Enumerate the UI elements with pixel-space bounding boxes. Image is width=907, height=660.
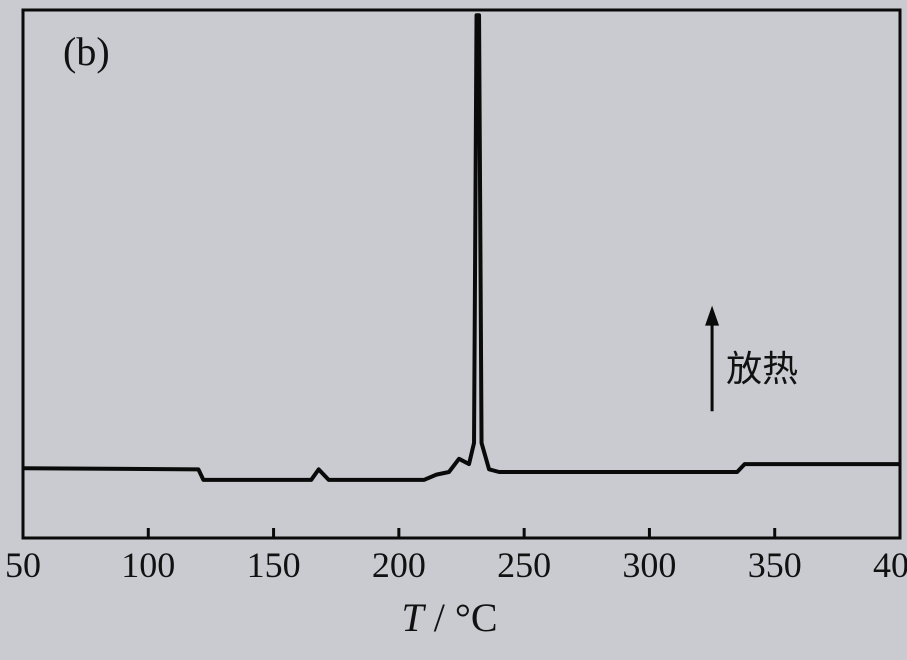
panel-label: (b) [63,28,110,75]
x-axis-unit: / °C [424,595,498,640]
x-tick-label: 50 [5,544,41,586]
x-tick-label: 200 [372,544,426,586]
x-tick-label: 300 [622,544,676,586]
x-axis-var: T [402,595,424,640]
dsc-chart: (b) T / °C 放热 50 100 150 200 250 300 350 400 [0,0,907,660]
x-tick-label: 150 [247,544,301,586]
x-tick-label: 350 [748,544,802,586]
x-tick-label: 250 [497,544,551,586]
x-tick-label: 400 [873,544,907,586]
x-axis-label: T / °C [402,594,498,641]
x-tick-label: 100 [121,544,175,586]
exo-label: 放热 [726,340,798,392]
